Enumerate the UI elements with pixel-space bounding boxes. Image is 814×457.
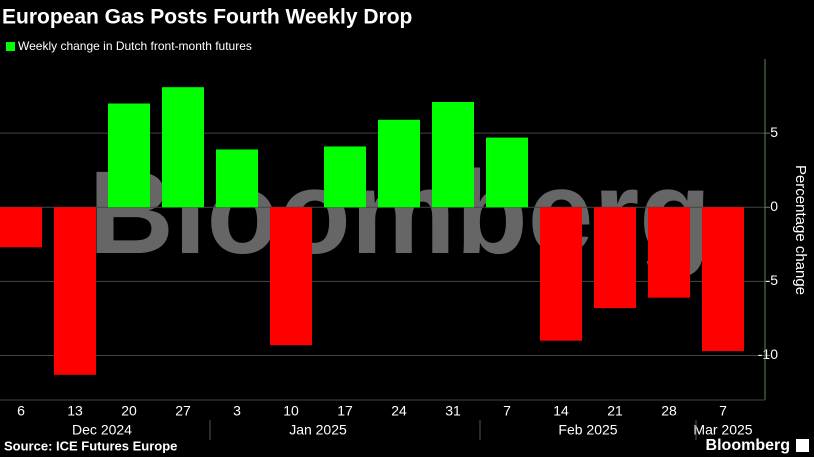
bar: [648, 207, 690, 298]
x-tick-label: 31: [445, 403, 461, 419]
bar: [594, 207, 636, 309]
bar: [432, 101, 474, 208]
x-tick-label: 27: [175, 403, 191, 419]
month-label: Jan 2025: [289, 422, 347, 438]
month-label: Dec 2024: [72, 422, 132, 438]
bar: [216, 149, 258, 208]
x-tick-label: 3: [233, 403, 241, 419]
bar: [108, 103, 150, 208]
x-tick-label: 21: [607, 403, 623, 419]
y-tick-label: 5: [770, 124, 778, 140]
x-tick-label: 17: [337, 403, 353, 419]
bar: [702, 207, 744, 352]
bar: [0, 207, 42, 248]
x-tick-label: 10: [283, 403, 299, 419]
x-tick-label: 28: [661, 403, 677, 419]
x-tick-label: 14: [553, 403, 569, 419]
chart-title: European Gas Posts Fourth Weekly Drop: [2, 6, 412, 29]
x-tick-label: 7: [503, 403, 511, 419]
y-axis-label: Percentage change: [792, 165, 809, 295]
y-tick-label: 0: [770, 198, 778, 214]
x-tick-label: 6: [17, 403, 25, 419]
bar: [540, 207, 582, 341]
brand: Bloomberg: [706, 437, 790, 454]
month-label: Mar 2025: [693, 422, 752, 438]
x-tick-label: 7: [719, 403, 727, 419]
bar: [270, 207, 312, 346]
x-tick-label: 20: [121, 403, 137, 419]
bar: [324, 146, 366, 208]
source: Source: ICE Futures Europe: [4, 438, 177, 453]
legend-label: Weekly change in Dutch front-month futur…: [18, 39, 252, 53]
bar: [378, 119, 420, 208]
legend-swatch: [6, 42, 15, 51]
y-tick-label: -10: [758, 346, 778, 362]
x-tick-label: 13: [67, 403, 83, 419]
brand-icon: [796, 439, 809, 452]
bar: [162, 87, 204, 208]
x-tick-label: 24: [391, 403, 407, 419]
y-tick-label: -5: [766, 272, 779, 288]
bar: [486, 137, 528, 208]
month-label: Feb 2025: [558, 422, 617, 438]
bar: [54, 207, 96, 375]
